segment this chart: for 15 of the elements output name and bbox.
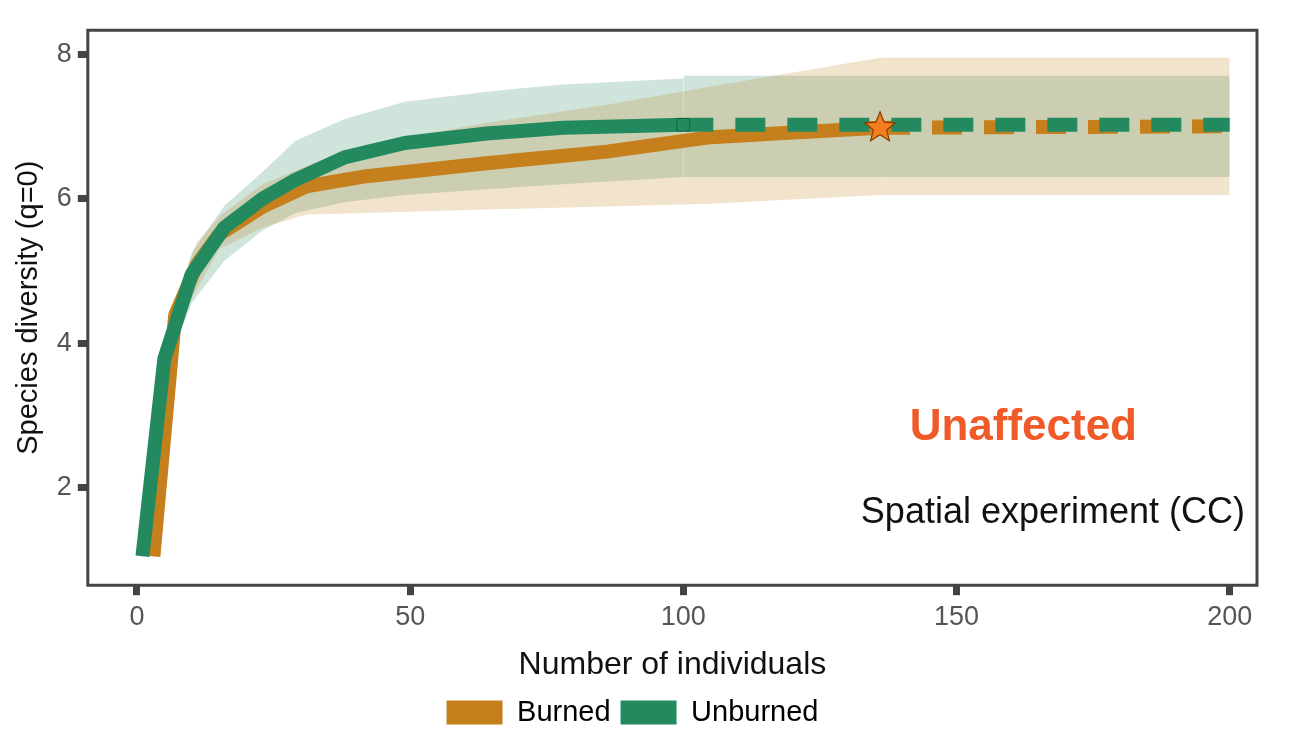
legend-label: Burned bbox=[517, 694, 611, 727]
x-tick-label: 50 bbox=[395, 600, 426, 631]
y-tick-label: 8 bbox=[56, 37, 72, 68]
legend-label: Unburned bbox=[691, 694, 819, 727]
x-tick-label: 100 bbox=[660, 600, 706, 631]
y-tick-label: 2 bbox=[56, 471, 72, 502]
y-tick-label: 6 bbox=[56, 182, 72, 213]
x-axis-title: Number of individuals bbox=[518, 644, 827, 681]
annotation: Spatial experiment (CC) bbox=[860, 490, 1245, 532]
x-tick-label: 200 bbox=[1207, 600, 1253, 631]
x-tick-label: 0 bbox=[129, 600, 145, 631]
y-axis-title: Species diversity (q=0) bbox=[11, 160, 44, 455]
annotation: Unaffected bbox=[909, 400, 1137, 450]
y-tick-label: 4 bbox=[56, 326, 72, 357]
x-tick-label: 150 bbox=[933, 600, 980, 631]
